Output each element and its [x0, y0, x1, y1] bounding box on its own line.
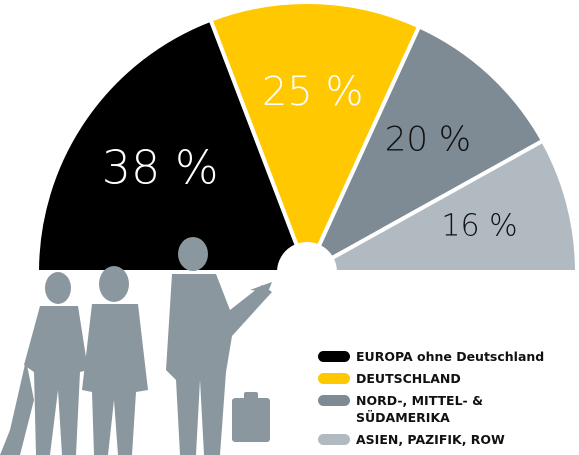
legend-label: NORD-, MITTEL- & SÜDAMERIKA: [356, 393, 483, 425]
legend-swatch: [318, 395, 350, 406]
value-label: 25 %: [262, 69, 364, 115]
slice: [299, 138, 579, 274]
legend-item: NORD-, MITTEL- & SÜDAMERIKA: [318, 392, 544, 426]
legend-item: ASIEN, PAZIFIK, ROW: [318, 431, 544, 448]
semi-pie: 38 % 25 % 20 % 16 %: [34, 0, 579, 302]
slice: [302, 23, 546, 277]
legend: EUROPA ohne Deutschland DEUTSCHLAND NORD-,…: [318, 348, 544, 453]
legend-swatch: [318, 373, 350, 384]
legend-swatch: [318, 434, 350, 445]
legend-label: ASIEN, PAZIFIK, ROW: [356, 432, 505, 447]
slice: [34, 17, 310, 274]
legend-label: EUROPA ohne Deutschland: [356, 349, 545, 364]
silhouettes: [0, 237, 272, 455]
value-label: 20 %: [385, 120, 471, 160]
value-label: 38 %: [102, 140, 219, 194]
legend-item: DEUTSCHLAND: [318, 370, 544, 387]
legend-label: DEUTSCHLAND: [356, 371, 461, 386]
legend-swatch: [318, 351, 350, 362]
value-label: 16 %: [441, 209, 517, 244]
center-hole: [277, 242, 337, 302]
slice: [208, 0, 422, 278]
legend-item: EUROPA ohne Deutschland: [318, 348, 544, 365]
